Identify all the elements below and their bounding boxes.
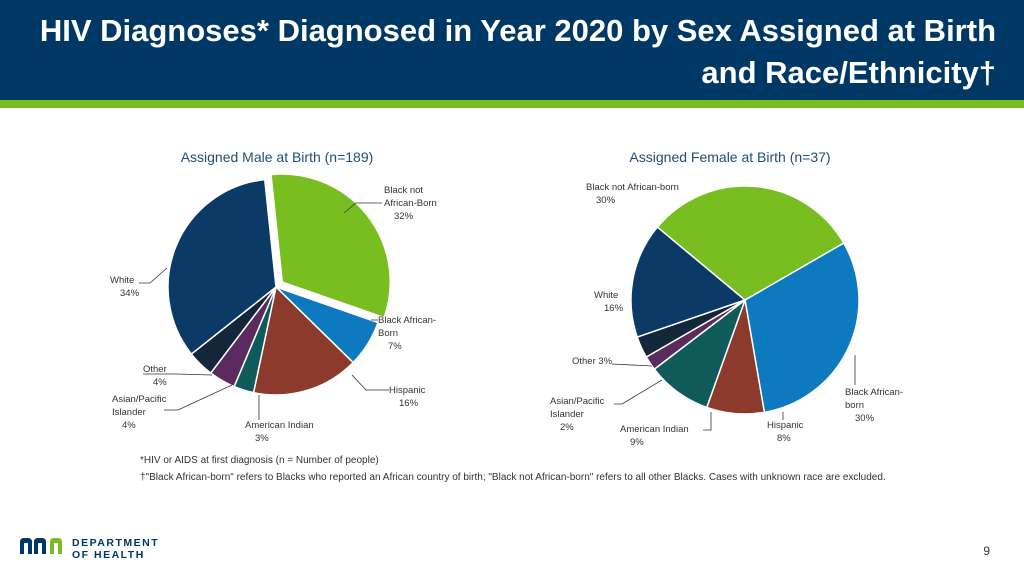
slice-label: African-Born	[384, 198, 437, 209]
slice-label: 2%	[560, 422, 574, 433]
female-pie	[630, 185, 860, 415]
pie-slice-male-white	[167, 178, 277, 356]
slice-label: Black not	[384, 185, 423, 196]
slice-label: Other	[143, 364, 167, 375]
slice-label: 32%	[394, 211, 414, 222]
slice-label: 3%	[255, 433, 269, 444]
leader-line	[343, 202, 382, 214]
leader-line	[139, 267, 168, 284]
pie-slice-female-black-not-african-born	[656, 185, 845, 301]
title-bar-accent-stripe	[0, 100, 1024, 108]
logo-text-of-health: OF HEALTH	[72, 549, 145, 561]
slice-label: American Indian	[245, 420, 314, 431]
leader-line	[164, 384, 233, 411]
logo-text-department: DEPARTMENT	[72, 537, 160, 549]
footnote-race-definition: †"Black African-born" refers to Blacks w…	[140, 472, 886, 483]
slice-label: 30%	[855, 413, 875, 424]
slice-label: 4%	[153, 377, 167, 388]
leader-line	[351, 374, 389, 391]
slice-label: 30%	[596, 195, 616, 206]
slice-label: Black African-	[378, 315, 436, 326]
slice-label: Born	[378, 328, 398, 339]
slice-label: White	[110, 275, 134, 286]
slice-label: 34%	[120, 288, 140, 299]
slice-label: Asian/Pacific	[550, 396, 605, 407]
slice-label: Islander	[112, 407, 146, 418]
pie-slice-female-white	[630, 225, 747, 339]
slice-label: 4%	[122, 420, 136, 431]
slice-label: Hispanic	[767, 420, 804, 431]
female-chart-title: Assigned Female at Birth (n=37)	[629, 149, 830, 165]
leader-line	[143, 373, 213, 376]
pie-slice-male-hispanic	[252, 285, 355, 396]
slice-label: Hispanic	[389, 385, 426, 396]
slice-label: Other 3%	[572, 356, 613, 367]
slice-label: 7%	[388, 341, 402, 352]
slice-label: Asian/Pacific	[112, 394, 167, 405]
slice-label: 16%	[604, 303, 624, 314]
leader-line	[614, 379, 663, 405]
pie-slice-female-black-african-born	[744, 241, 860, 414]
title-bar	[0, 0, 1024, 100]
slide-title: HIV Diagnoses* Diagnosed in Year 2020 by…	[39, 13, 996, 90]
male-chart-title: Assigned Male at Birth (n=189)	[181, 149, 374, 165]
slice-label: 9%	[630, 437, 644, 448]
slice-label: Black African-	[845, 387, 903, 398]
slice-label: Black not African-born	[586, 182, 679, 193]
leader-line	[611, 363, 653, 367]
slice-label: Islander	[550, 409, 584, 420]
slice-labels: Black not African-Born 32% Black African- Bo…	[110, 182, 903, 448]
slice-label: 8%	[777, 433, 791, 444]
slice-label: born	[845, 400, 864, 411]
slice-label: American Indian	[620, 424, 689, 435]
leader-line	[703, 412, 712, 431]
slice-label: White	[594, 290, 618, 301]
mn-logo-icon	[20, 538, 62, 554]
male-pie	[167, 173, 391, 396]
page-number: 9	[983, 544, 990, 558]
slice-label: 16%	[399, 398, 419, 409]
pie-slice-male-black-not-african-born	[270, 173, 391, 319]
footnote-diagnosis: *HIV or AIDS at first diagnosis (n = Num…	[140, 455, 379, 466]
